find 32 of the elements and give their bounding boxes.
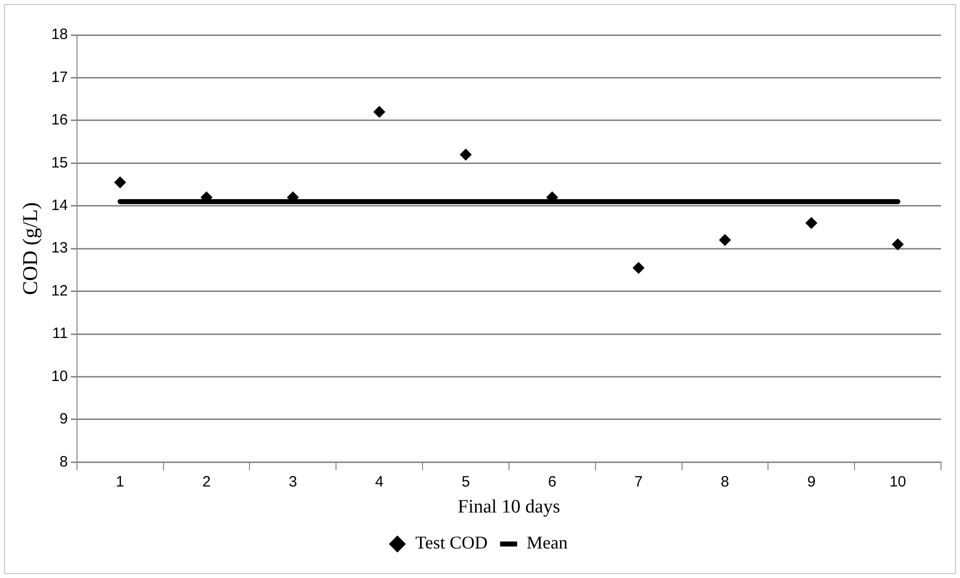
point	[373, 106, 386, 118]
x-tick-label: 5	[462, 473, 470, 490]
x-tick-label: 4	[375, 473, 384, 490]
y-tick-label: 17	[51, 68, 68, 86]
y-tick-label: 14	[51, 197, 68, 214]
y-tick-label: 16	[51, 112, 68, 129]
x-tick-label: 10	[889, 473, 906, 490]
point	[805, 216, 818, 229]
x-axis-title: Final 10 days	[458, 496, 560, 518]
y-tick-label: 15	[51, 154, 68, 172]
x-tick-label: 3	[288, 473, 298, 490]
x-tick-label: 7	[634, 473, 643, 490]
x-tick-label: 8	[720, 473, 730, 490]
y-tick-label: 10	[51, 368, 68, 385]
legend-label: Test COD	[415, 532, 488, 553]
x-tick-label: 2	[202, 473, 211, 490]
point	[718, 234, 731, 246]
y-tick-label: 9	[60, 410, 68, 428]
y-tick-label: 12	[51, 282, 68, 300]
y-axis-title: COD (g/L)	[18, 202, 42, 295]
x-tick-label: 1	[116, 473, 124, 490]
legend-label: Mean	[526, 532, 568, 553]
x-tick-label: 9	[807, 473, 816, 490]
point	[114, 176, 126, 188]
y-tick-label: 13	[51, 240, 68, 257]
x-tick-label: 6	[548, 473, 556, 490]
point	[892, 238, 904, 250]
y-tick-label: 8	[60, 453, 68, 470]
point	[460, 148, 472, 161]
point	[632, 262, 645, 274]
y-tick-label: 11	[52, 325, 68, 342]
y-tick-label: 18	[51, 26, 68, 44]
